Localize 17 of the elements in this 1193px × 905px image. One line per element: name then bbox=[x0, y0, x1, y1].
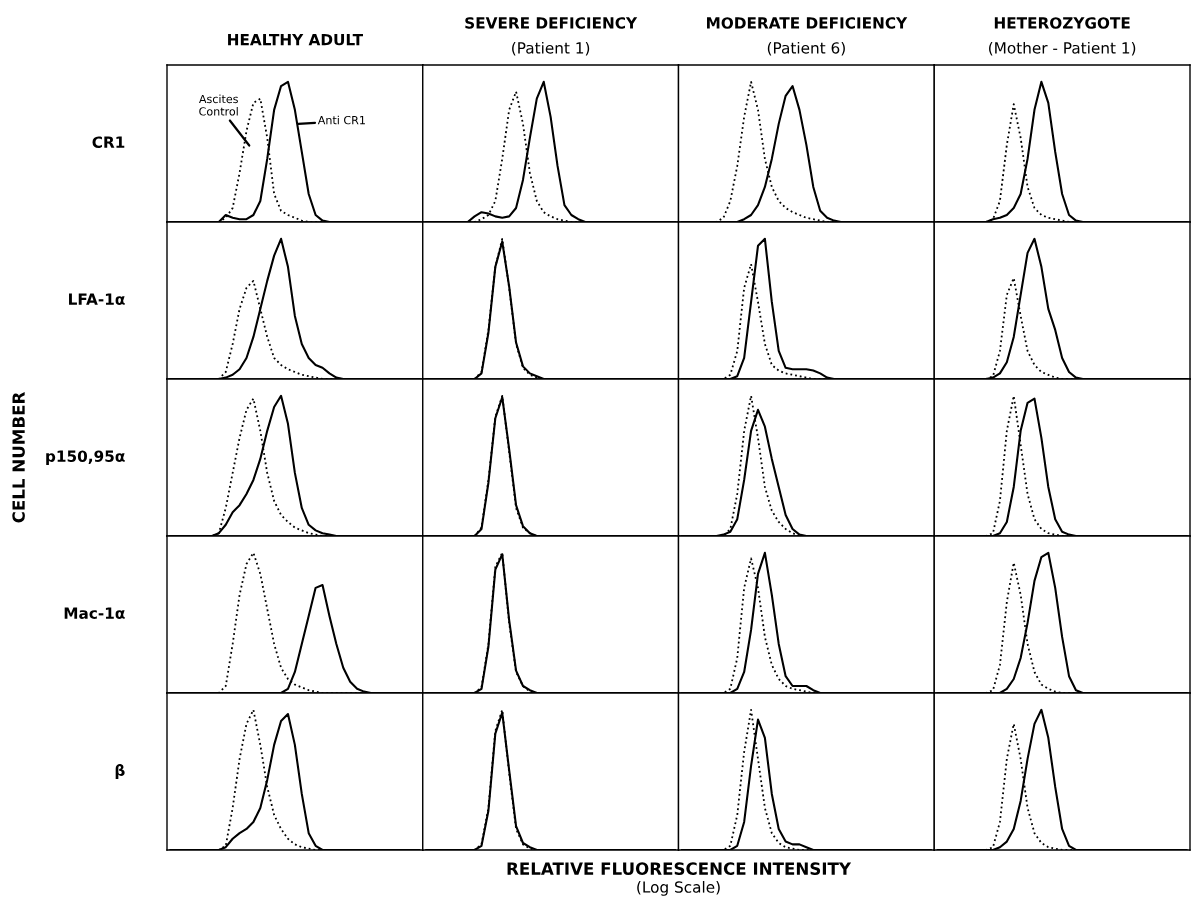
chart-subtitle: (Mother - Patient 1) bbox=[989, 41, 1136, 56]
legend-label: Anti CR1 bbox=[317, 115, 365, 125]
chart-title: HEALTHY ADULT bbox=[228, 34, 363, 46]
y-axis-title: p150,95α bbox=[46, 450, 125, 465]
series-label: Ascites Control bbox=[199, 94, 238, 116]
chart-title: HETEROZYGOTE bbox=[994, 17, 1130, 29]
chart-title: SEVERE DEFICIENCY bbox=[465, 17, 638, 29]
y-axis-title: CR1 bbox=[92, 136, 125, 148]
chart-title: MODERATE DEFICIENCY bbox=[707, 17, 908, 29]
chart-subtitle: (Patient 1) bbox=[512, 41, 590, 56]
text: (Log Scale) bbox=[637, 881, 720, 896]
chart-subtitle: (Patient 6) bbox=[767, 41, 845, 56]
text: RELATIVE FLUORESCENCE INTENSITY bbox=[507, 862, 852, 875]
y-axis-title: β bbox=[115, 764, 125, 779]
text: CELL NUMBER bbox=[12, 392, 25, 523]
y-axis-title: Mac-1α bbox=[64, 607, 125, 619]
y-axis-title: LFA-1α bbox=[69, 293, 125, 305]
